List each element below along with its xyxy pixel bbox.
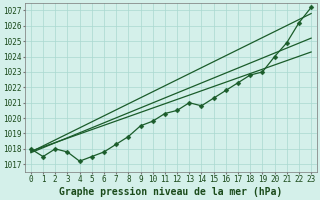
X-axis label: Graphe pression niveau de la mer (hPa): Graphe pression niveau de la mer (hPa) — [60, 187, 283, 197]
